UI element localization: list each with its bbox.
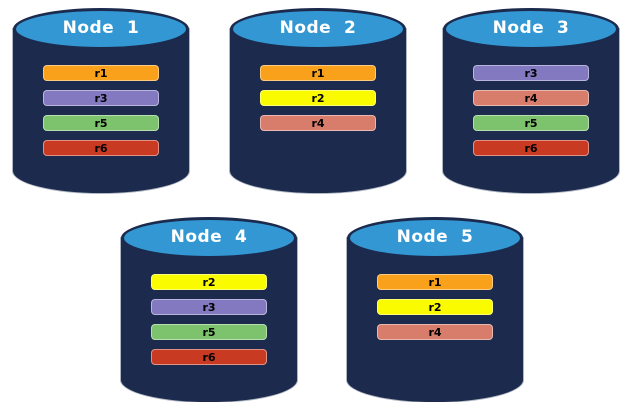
row-list: r1 r3 r5 r6 bbox=[43, 65, 159, 165]
cylinder-body bbox=[13, 29, 189, 193]
cylinder-body bbox=[230, 29, 406, 193]
node-title: Node 4 bbox=[170, 227, 248, 247]
cylinder-body bbox=[121, 238, 297, 402]
row-bar-r3: r3 bbox=[151, 299, 267, 315]
cylinder-top-ellipse: Node 5 bbox=[347, 217, 523, 259]
cylinder-top-ellipse: Node 1 bbox=[13, 8, 189, 50]
node-title: Node 3 bbox=[492, 18, 570, 38]
row-bar-r2: r2 bbox=[377, 299, 493, 315]
row-bar-r2: r2 bbox=[151, 274, 267, 290]
cylinder-top-ellipse: Node 3 bbox=[443, 8, 619, 50]
row-list: r1 r2 r4 bbox=[377, 274, 493, 349]
row-bar-r1: r1 bbox=[260, 65, 376, 81]
database-node-1: Node 1 r1 r3 r5 r6 bbox=[13, 8, 189, 193]
node-title: Node 1 bbox=[62, 18, 140, 38]
row-bar-r6: r6 bbox=[151, 349, 267, 365]
row-bar-r4: r4 bbox=[377, 324, 493, 340]
cylinder-body bbox=[443, 29, 619, 193]
row-bar-r5: r5 bbox=[151, 324, 267, 340]
row-bar-r3: r3 bbox=[43, 90, 159, 106]
database-node-3: Node 3 r3 r4 r5 r6 bbox=[443, 8, 619, 193]
row-bar-r5: r5 bbox=[43, 115, 159, 131]
row-list: r2 r3 r5 r6 bbox=[151, 274, 267, 374]
row-list: r3 r4 r5 r6 bbox=[473, 65, 589, 165]
row-bar-r6: r6 bbox=[473, 140, 589, 156]
row-bar-r1: r1 bbox=[43, 65, 159, 81]
database-node-2: Node 2 r1 r2 r4 bbox=[230, 8, 406, 193]
node-title: Node 2 bbox=[279, 18, 357, 38]
row-list: r1 r2 r4 bbox=[260, 65, 376, 140]
row-bar-r5: r5 bbox=[473, 115, 589, 131]
row-bar-r4: r4 bbox=[260, 115, 376, 131]
row-bar-r4: r4 bbox=[473, 90, 589, 106]
row-bar-r6: r6 bbox=[43, 140, 159, 156]
cylinder-top-ellipse: Node 4 bbox=[121, 217, 297, 259]
database-node-4: Node 4 r2 r3 r5 r6 bbox=[121, 217, 297, 402]
node-title: Node 5 bbox=[396, 227, 474, 247]
cylinder-body bbox=[347, 238, 523, 402]
row-bar-r3: r3 bbox=[473, 65, 589, 81]
row-bar-r1: r1 bbox=[377, 274, 493, 290]
row-bar-r2: r2 bbox=[260, 90, 376, 106]
cylinder-top-ellipse: Node 2 bbox=[230, 8, 406, 50]
database-node-5: Node 5 r1 r2 r4 bbox=[347, 217, 523, 402]
